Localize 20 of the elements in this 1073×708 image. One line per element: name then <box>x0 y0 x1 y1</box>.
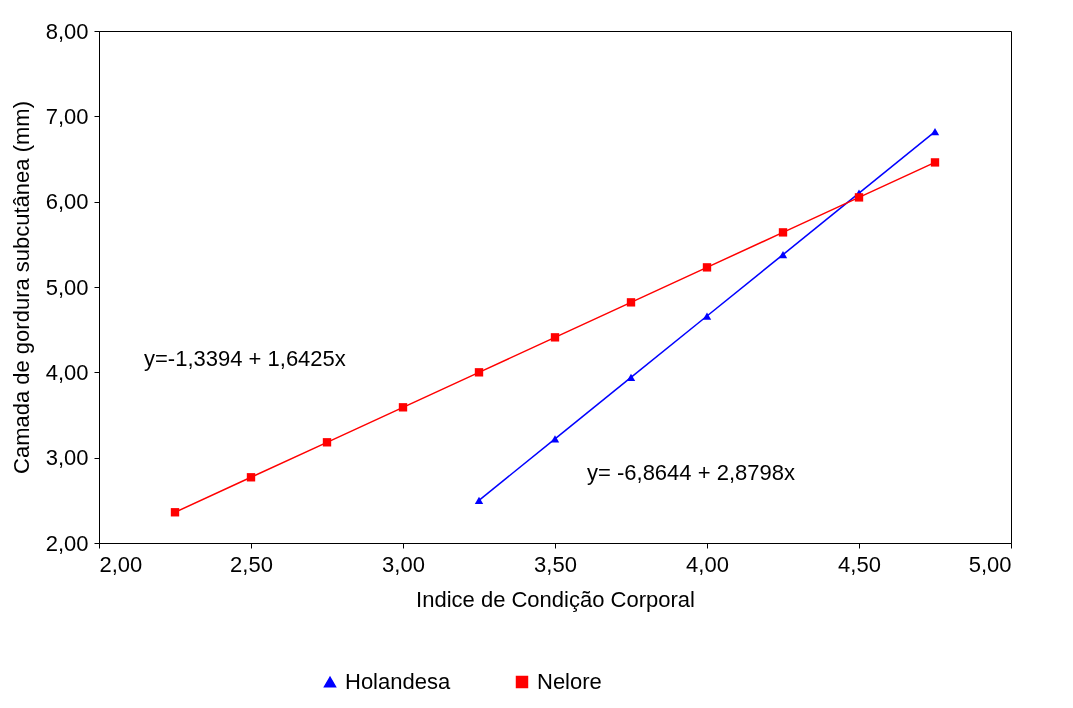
legend-label: Holandesa <box>345 669 451 694</box>
x-tick-label: 2,00 <box>99 551 143 577</box>
y-tick-label: 6,00 <box>45 189 89 215</box>
x-tick-label: 3,00 <box>382 551 425 577</box>
y-tick-label: 4,00 <box>45 359 89 385</box>
y-axis-title: Camada de gordura subcutânea (mm) <box>8 101 34 474</box>
x-tick-label: 4,00 <box>686 551 729 577</box>
x-axis-title: Indice de Condição Corporal <box>416 586 695 612</box>
x-tick-label: 2,50 <box>230 551 273 577</box>
y-tick-label: 7,00 <box>45 103 89 129</box>
y-tick-label: 3,00 <box>45 445 89 471</box>
y-tick-label: 5,00 <box>45 274 89 300</box>
x-tick-label: 4,50 <box>838 551 881 577</box>
annotation: y= -6,8644 + 2,8798x <box>587 460 795 485</box>
legend-label: Nelore <box>537 669 602 694</box>
annotation: y=-1,3394 + 1,6425x <box>144 346 346 371</box>
y-tick-label: 2,00 <box>45 530 89 556</box>
y-tick-label: 8,00 <box>45 18 89 44</box>
x-tick-label: 3,50 <box>534 551 577 577</box>
x-tick-label: 5,00 <box>968 551 1012 577</box>
